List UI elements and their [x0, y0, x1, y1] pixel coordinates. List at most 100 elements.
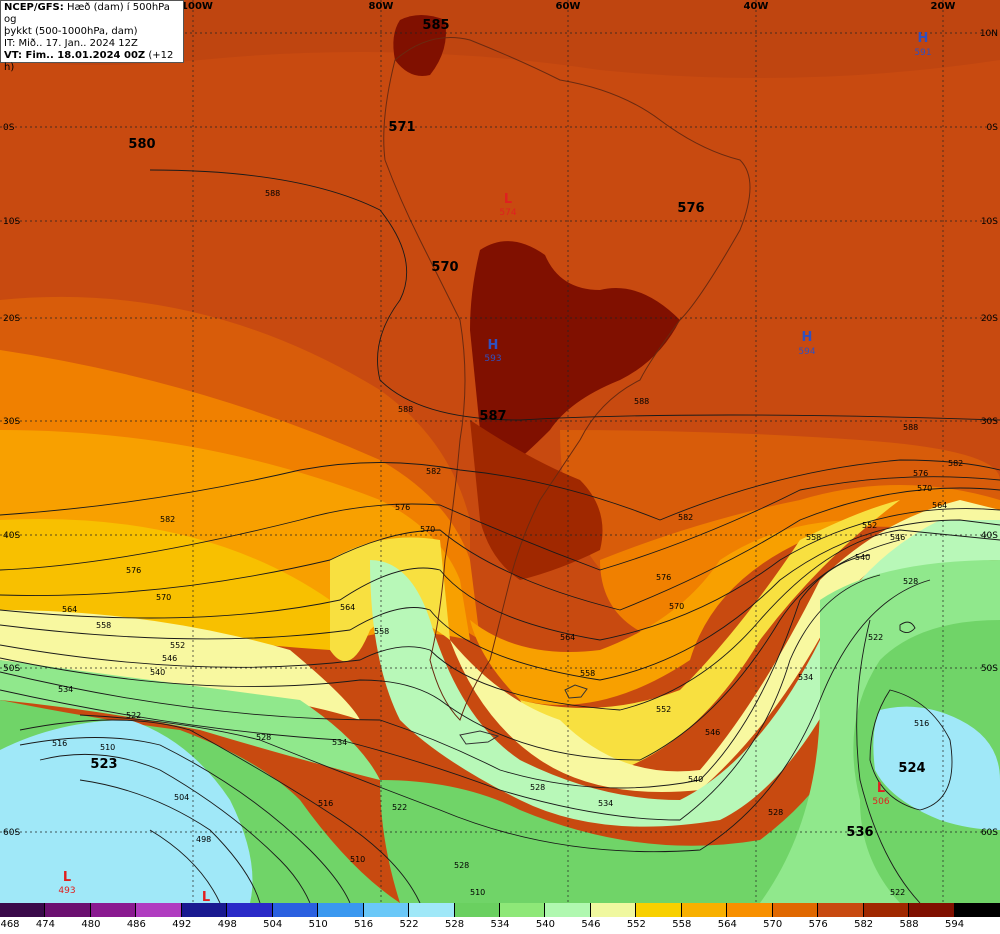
scale-swatch: [454, 903, 500, 917]
low-value: 493: [58, 886, 75, 896]
high-value: 593: [484, 354, 501, 364]
height-label-524: 524: [898, 761, 925, 776]
info-line-1: NCEP/GFS: Hæð (dam) í 500hPa og: [4, 2, 180, 26]
scale-swatch: [500, 903, 546, 917]
contour-label-552-b: 552: [656, 705, 671, 714]
scale-tick-label: 510: [308, 919, 328, 930]
contour-label-516-b: 516: [318, 799, 333, 808]
contour-label-570-d: 570: [917, 484, 932, 493]
low-value: 574: [499, 208, 516, 218]
high-center-591: H 591: [914, 31, 931, 58]
contour-label-558-a: 558: [96, 621, 111, 630]
contour-label-540-c: 540: [855, 553, 870, 562]
scale-tick-label: 534: [490, 919, 510, 930]
contour-label-516-c: 516: [914, 719, 929, 728]
scale-swatch: [181, 903, 228, 917]
contour-label-528-a: 528: [256, 733, 271, 742]
scale-tick-label: 516: [354, 919, 374, 930]
shade-band-546-mid: [450, 500, 1000, 792]
lat-label-left-40s: 40S: [3, 531, 20, 541]
contour-504: [79, 779, 261, 903]
contour-588: [149, 169, 1000, 421]
height-label-580: 580: [128, 137, 155, 152]
contour-516-east: [869, 689, 953, 811]
shade-band-588-interior: [470, 420, 603, 580]
scale-tick-label: 546: [581, 919, 601, 930]
lon-label-20w: 20W: [931, 1, 956, 12]
shade-band-588-top: [0, 0, 1000, 78]
scale-tick-label: 528: [444, 919, 465, 930]
lat-label-left-20s: 20S: [3, 314, 20, 324]
contour-540: [0, 554, 871, 789]
scale-tick-label: 486: [126, 919, 146, 930]
info-line-2: þykkt (500-1000hPa, dam): [4, 26, 138, 37]
contour-label-564-a: 564: [62, 605, 77, 614]
contour-label-516-a: 516: [52, 739, 67, 748]
scale-swatch: [545, 903, 591, 917]
field-description: Hæð (dam) í 500hPa og: [4, 2, 170, 25]
contour-label-576-c: 576: [656, 573, 671, 582]
lat-label-right-60s: 60S: [981, 828, 998, 838]
scale-tick-label: 498: [217, 919, 237, 930]
shade-band-522-west: [0, 720, 253, 903]
lon-label-100w: 100W: [181, 1, 213, 12]
contour-label-522-a: 522: [126, 711, 141, 720]
contour-label-528-d: 528: [768, 808, 783, 817]
scale-swatch: [90, 903, 137, 917]
lat-label-left-60s: 60S: [3, 828, 20, 838]
info-line-4: VT: Fim.. 18.01.2024 00Z (+12 h): [4, 50, 180, 74]
lon-label-60w: 60W: [556, 1, 581, 12]
contour-label-540-a: 540: [150, 668, 165, 677]
contour-label-546-b: 546: [705, 728, 720, 737]
shade-band-534-east: [760, 560, 1000, 903]
contour-label-546-a: 546: [162, 654, 177, 663]
contour-label-564-c: 564: [560, 633, 575, 642]
low-center-493: L 493: [58, 870, 75, 896]
contour-value-labels: 588 588 588 588 582 582 582 582 576 576 …: [52, 189, 963, 897]
contour-label-588-b: 588: [398, 405, 413, 414]
scale-tick-label: 492: [172, 919, 192, 930]
scale-tick-label: 474: [35, 919, 55, 930]
lat-label-right-10n: 10N: [980, 29, 998, 39]
height-value-labels: 585 580 571 576 570 587 523 524 536: [90, 18, 925, 840]
scale-swatch: [136, 903, 182, 917]
high-value: 594: [798, 347, 815, 357]
model-name: NCEP/GFS:: [4, 2, 64, 13]
contour-label-588-d: 588: [903, 423, 918, 432]
scale-swatch: [363, 903, 410, 917]
high-marker: H: [918, 31, 929, 46]
low-center-506: L 506: [872, 781, 889, 807]
scale-swatch: [0, 903, 46, 917]
contour-label-570-c: 570: [669, 602, 684, 611]
lon-labels: 100W 80W 60W 40W 20W: [181, 1, 955, 12]
lat-label-left-30s: 30S: [3, 417, 20, 427]
scale-swatch: [318, 903, 364, 917]
height-contours: [0, 169, 1000, 903]
contour-label-534-c: 534: [598, 799, 613, 808]
contour-small-east: [899, 621, 916, 633]
contour-label-540-b: 540: [688, 775, 703, 784]
scale-tick-label: 576: [808, 919, 828, 930]
high-center-593: H 593: [484, 338, 501, 364]
shade-band-546: [0, 610, 360, 720]
height-label-570: 570: [431, 260, 458, 275]
low-marker: L: [63, 870, 71, 885]
low-value: 506: [872, 797, 889, 807]
scale-swatch: [818, 903, 864, 917]
contour-498: [149, 829, 221, 903]
high-marker: H: [802, 330, 813, 345]
lat-label-right-40s: 40S: [981, 531, 998, 541]
lat-labels-right: 10N 0S 10S 20S 30S 40S 50S 60S: [980, 29, 998, 838]
contour-label-582-b: 582: [426, 467, 441, 476]
contour-582: [0, 459, 1000, 521]
contour-534: [0, 574, 881, 821]
scale-tick-label: 504: [263, 919, 283, 930]
lat-label-right-0s: 0S: [987, 123, 999, 133]
scale-swatch: [45, 903, 91, 917]
low-center-edge: L: [202, 890, 210, 903]
contour-label-564-d: 564: [932, 501, 947, 510]
contour-label-546-c: 546: [890, 533, 905, 542]
lat-label-right-20s: 20S: [981, 314, 998, 324]
shade-band-540: [370, 520, 1000, 827]
lat-label-right-50s: 50S: [981, 664, 998, 674]
